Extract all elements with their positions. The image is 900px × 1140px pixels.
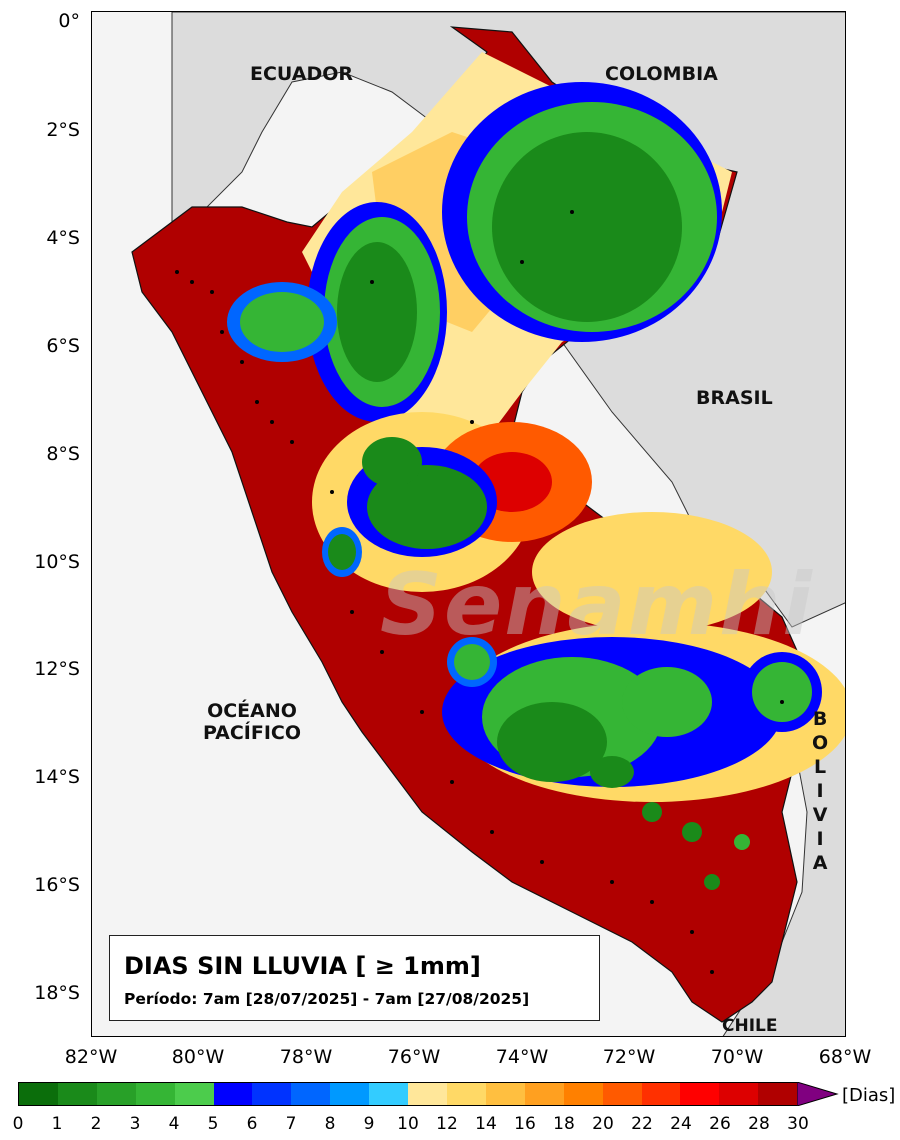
colorbar-unit: [Dias] xyxy=(842,1085,896,1106)
y-tick-0: 0° xyxy=(58,10,80,32)
colorbar-segment xyxy=(19,1083,58,1105)
colorbar-tick-label: 0 xyxy=(12,1114,24,1134)
colorbar-tick-label: 10 xyxy=(397,1114,419,1134)
map-period: Período: 7am [28/07/2025] - 7am [27/08/2… xyxy=(124,990,530,1008)
colorbar-tick-label: 2 xyxy=(90,1114,102,1134)
colorbar-segment xyxy=(174,1083,214,1105)
colorbar-tick-label: 1 xyxy=(51,1114,63,1134)
colorbar-segment xyxy=(485,1083,525,1105)
x-tick-76w: 76°W xyxy=(387,1046,441,1068)
y-tick-18s: 18°S xyxy=(34,982,80,1004)
colorbar-segment xyxy=(408,1083,447,1105)
colorbar-tick-label: 9 xyxy=(363,1114,375,1134)
colorbar-segment xyxy=(135,1083,175,1105)
y-tick-12s: 12°S xyxy=(34,658,80,680)
label-bolivia: B O L I V I A xyxy=(812,708,829,874)
label-brasil: BRASIL xyxy=(696,387,773,409)
colorbar-tick-label: 12 xyxy=(436,1114,458,1134)
y-tick-14s: 14°S xyxy=(34,766,80,788)
x-tick-68w: 68°W xyxy=(818,1046,872,1068)
colorbar-tick-label: 16 xyxy=(514,1114,536,1134)
colorbar-tick-label: 5 xyxy=(207,1114,219,1134)
colorbar-tick-label: 6 xyxy=(246,1114,258,1134)
colorbar-segment xyxy=(330,1083,370,1105)
colorbar-extend-arrow xyxy=(797,1082,839,1106)
colorbar-tick-label: 14 xyxy=(475,1114,497,1134)
colorbar-tick-label: 20 xyxy=(592,1114,614,1134)
label-oceano: OCÉANO PACÍFICO xyxy=(200,700,304,744)
colorbar-segment xyxy=(563,1083,603,1105)
colorbar xyxy=(18,1082,798,1106)
map-frame xyxy=(91,11,846,1037)
y-tick-6s: 6°S xyxy=(46,335,80,357)
colorbar-tick-label: 28 xyxy=(748,1114,770,1134)
colorbar-segment xyxy=(96,1083,136,1105)
colorbar-tick-label: 8 xyxy=(324,1114,336,1134)
label-oceano-line2: PACÍFICO xyxy=(202,722,302,744)
colorbar-tick-label: 18 xyxy=(553,1114,575,1134)
y-tick-8s: 8°S xyxy=(46,443,80,465)
colorbar-tick-label: 26 xyxy=(709,1114,731,1134)
colorbar-segment xyxy=(680,1083,720,1105)
station-dots xyxy=(175,210,784,974)
map-title: DIAS SIN LLUVIA [ ≥ 1mm] xyxy=(124,952,481,980)
colorbar-tick-label: 3 xyxy=(129,1114,141,1134)
colorbar-tick-label: 24 xyxy=(670,1114,692,1134)
x-tick-80w: 80°W xyxy=(171,1046,225,1068)
label-ecuador: ECUADOR xyxy=(250,63,354,85)
y-tick-4s: 4°S xyxy=(46,227,80,249)
colorbar-segment xyxy=(369,1083,409,1105)
y-tick-10s: 10°S xyxy=(34,551,80,573)
x-tick-70w: 70°W xyxy=(710,1046,764,1068)
x-tick-72w: 72°W xyxy=(602,1046,656,1068)
colorbar-segment xyxy=(524,1083,564,1105)
colorbar-tick-label: 4 xyxy=(168,1114,180,1134)
colorbar-segment xyxy=(213,1083,253,1105)
colorbar-segment xyxy=(291,1083,331,1105)
colorbar-segment xyxy=(252,1083,292,1105)
colorbar-segment xyxy=(602,1083,642,1105)
label-chile: CHILE xyxy=(722,1016,778,1036)
y-tick-16s: 16°S xyxy=(34,874,80,896)
x-tick-82w: 82°W xyxy=(64,1046,118,1068)
x-tick-74w: 74°W xyxy=(495,1046,549,1068)
title-box: DIAS SIN LLUVIA [ ≥ 1mm] Período: 7am [2… xyxy=(109,935,600,1021)
colorbar-segment xyxy=(446,1083,486,1105)
colorbar-segment xyxy=(758,1083,798,1105)
label-colombia: COLOMBIA xyxy=(605,63,718,85)
label-oceano-line1: OCÉANO xyxy=(207,700,297,722)
colorbar-tick-label: 7 xyxy=(285,1114,297,1134)
colorbar-tick-label: 30 xyxy=(787,1114,809,1134)
colorbar-tick-label: 22 xyxy=(631,1114,653,1134)
colorbar-segment xyxy=(719,1083,759,1105)
x-tick-78w: 78°W xyxy=(279,1046,333,1068)
y-tick-2s: 2°S xyxy=(46,119,80,141)
colorbar-segment xyxy=(57,1083,97,1105)
watermark: Senamhi xyxy=(380,555,814,655)
colorbar-segment xyxy=(641,1083,681,1105)
peru-map xyxy=(131,12,845,1036)
